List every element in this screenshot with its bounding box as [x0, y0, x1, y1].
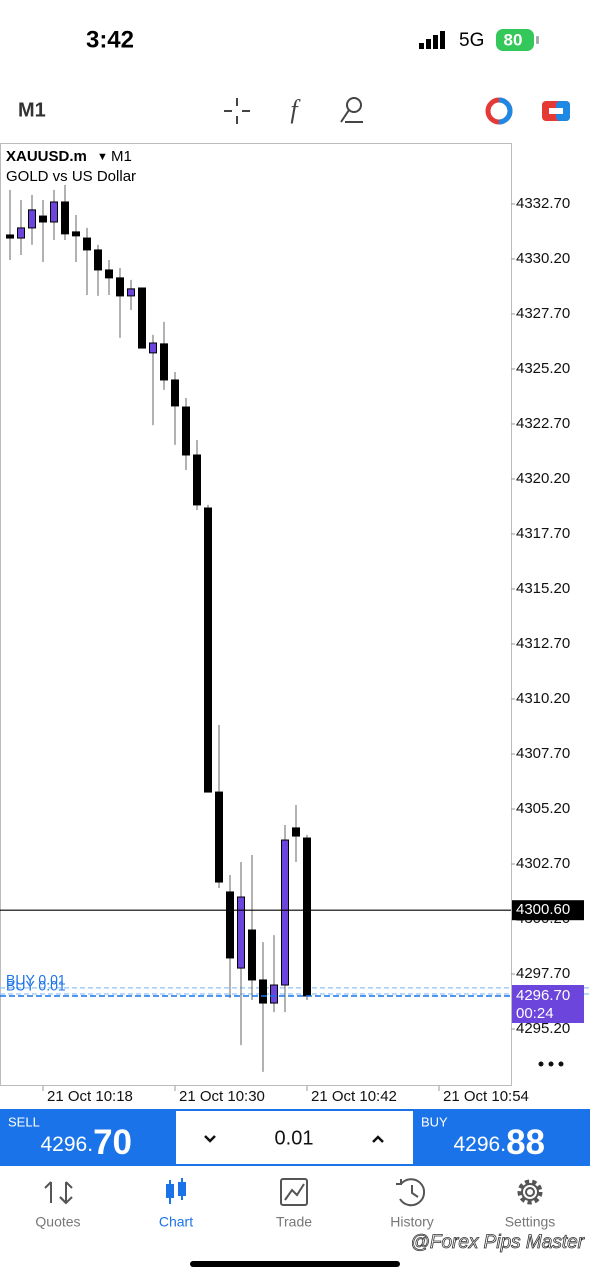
candle-body: [6, 234, 14, 239]
objects-button[interactable]: [340, 97, 363, 123]
candle-body: [292, 827, 300, 837]
candle-body: [259, 979, 267, 1004]
candle-body: [83, 237, 91, 251]
candle-body: [127, 288, 135, 297]
candle-body: [105, 269, 113, 279]
x-tick-label: 21 Oct 10:30: [179, 1088, 265, 1105]
candle-body: [50, 201, 58, 223]
tab-label: Settings: [505, 1214, 556, 1230]
x-tick-label: 21 Oct 10:54: [443, 1088, 529, 1105]
symbol-description: GOLD vs US Dollar: [6, 168, 136, 185]
tab-label: History: [390, 1214, 434, 1230]
symbol[interactable]: XAUUSD.m: [6, 148, 87, 165]
y-tick-label: 4332.70: [516, 195, 570, 212]
tab-quotes[interactable]: Quotes: [35, 1181, 81, 1230]
dropdown-arrow: ▼: [97, 151, 108, 163]
candle-body: [215, 791, 223, 883]
y-tick-label: 4327.70: [516, 305, 570, 322]
tab-trade[interactable]: Trade: [276, 1178, 312, 1230]
y-tick-label: 4317.70: [516, 525, 570, 542]
chart-frame: [0, 143, 512, 1086]
bar-timer: 00:24: [516, 1005, 554, 1022]
y-tick-label: 4330.20: [516, 250, 570, 267]
candle-body: [39, 215, 47, 223]
y-tick-label: 4295.20: [516, 1020, 570, 1037]
candle-body: [270, 984, 278, 1004]
order-label: BUY 0.01: [6, 978, 66, 994]
y-tick-label: 4325.20: [516, 360, 570, 377]
candle-body: [72, 231, 80, 237]
watermark: @Forex Pips Master: [411, 1232, 585, 1253]
y-tick-label: 4305.20: [516, 800, 570, 817]
volume-up[interactable]: [372, 1135, 384, 1143]
y-tick-label: 4302.70: [516, 855, 570, 872]
candle-body: [116, 277, 124, 297]
trade-button[interactable]: [542, 101, 570, 121]
candle-body: [61, 201, 69, 235]
candle-body: [160, 343, 168, 381]
more-button[interactable]: [538, 1061, 564, 1067]
buy-button[interactable]: [413, 1110, 590, 1165]
tab-history[interactable]: History: [390, 1178, 434, 1230]
chart: 4332.70 4330.20 4327.70 4325.20 4322.70 4320.…: [0, 185, 590, 1105]
candle-body: [182, 406, 190, 456]
crosshair-button[interactable]: [224, 98, 250, 124]
sell-button[interactable]: [0, 1110, 176, 1165]
chart-timeframe: M1: [111, 148, 132, 165]
candle-body: [248, 929, 256, 981]
tab-label: Chart: [159, 1214, 193, 1230]
volume[interactable]: 0.01: [275, 1127, 314, 1149]
candle-body: [94, 249, 102, 271]
y-tick-label: 4322.70: [516, 415, 570, 432]
candle-body: [149, 342, 157, 354]
tab-settings[interactable]: Settings: [505, 1179, 556, 1230]
tab-label: Trade: [276, 1214, 312, 1230]
candle-body: [17, 227, 25, 239]
candle-body: [303, 837, 311, 997]
battery: [496, 29, 534, 51]
y-tick-label: 4297.70: [516, 965, 570, 982]
buy-price: 4296.88: [454, 1123, 546, 1162]
one-click-button[interactable]: [485, 97, 513, 125]
tab-label: Quotes: [35, 1214, 80, 1230]
candle-body: [171, 379, 179, 407]
indicators-button[interactable]: f: [290, 95, 301, 124]
bid-label: 4296.70: [516, 987, 570, 1004]
battery-level: 80: [504, 30, 523, 49]
candle-body: [28, 209, 36, 229]
sell-price: 4296.70: [41, 1123, 133, 1162]
candle-body: [204, 507, 212, 793]
candle-body: [193, 454, 201, 506]
candle-body: [138, 287, 146, 349]
battery-cap: [536, 36, 539, 44]
last-price-label: 4300.60: [516, 901, 570, 918]
sell-label: SELL: [8, 1114, 40, 1129]
order-label: BUY 0.01: [6, 972, 66, 988]
network: 5G: [459, 30, 484, 51]
timeframe-button[interactable]: M1: [18, 99, 46, 121]
candle-body: [226, 891, 234, 959]
buy-label: BUY: [421, 1114, 448, 1129]
bid-tag: [512, 985, 584, 1024]
home-indicator: [190, 1261, 400, 1267]
y-tick-label: 4310.20: [516, 690, 570, 707]
y-tick-label: 4307.70: [516, 745, 570, 762]
y-tick-label: 4320.20: [516, 470, 570, 487]
clock: 3:42: [86, 26, 134, 53]
volume-down[interactable]: [204, 1135, 216, 1143]
y-tick-label: 4312.70: [516, 635, 570, 652]
tab-chart[interactable]: Chart: [159, 1178, 193, 1230]
candle-body: [281, 839, 289, 986]
last-price-tag: [512, 900, 584, 921]
y-tick-label: 4315.20: [516, 580, 570, 597]
x-tick-label: 21 Oct 10:42: [311, 1088, 397, 1105]
signal-icon: [419, 31, 445, 49]
x-tick-label: 21 Oct 10:18: [47, 1088, 133, 1105]
candle-body: [237, 896, 245, 969]
